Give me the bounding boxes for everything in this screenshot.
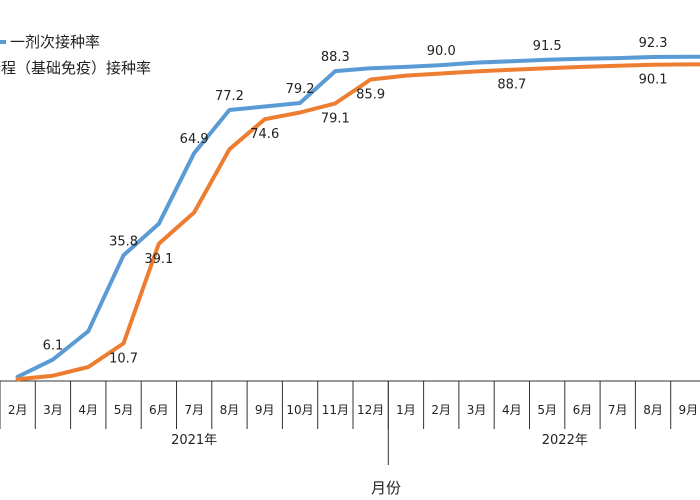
data-labels: 6.1 35.8 64.9 77.2 79.2 88.3 90.0 91.5 92.3 10.7 3… [43, 36, 668, 366]
data-label: 88.3 [321, 50, 350, 65]
x-tick-label: 6月 [149, 403, 169, 417]
year-label: 2022年 [542, 433, 588, 448]
x-tick-label: 3月 [467, 403, 487, 417]
data-label: 35.8 [109, 234, 138, 249]
x-axis: 2月 3月 4月 5月 6月 7月 8月 9月 10月 11月 12月 1月 2月 3月 4月 5月 6月 7月 8… [0, 380, 700, 465]
x-tick-label: 5月 [114, 403, 134, 417]
data-label: 90.0 [427, 44, 456, 59]
year-label: 2021年 [171, 433, 217, 448]
x-tick-label: 8月 [643, 403, 663, 417]
x-tick-label: 9月 [255, 403, 275, 417]
x-axis-title: 月份 [371, 479, 401, 497]
x-tick-label: 4月 [502, 403, 522, 417]
x-tick-label: 7月 [184, 403, 204, 417]
data-label: 64.9 [180, 132, 209, 147]
data-label: 88.7 [497, 78, 526, 93]
x-tick-label: 12月 [357, 403, 384, 417]
x-tick-label: 3月 [43, 403, 63, 417]
data-label: 39.1 [144, 252, 173, 267]
x-tick-label: 2月 [431, 403, 451, 417]
series-line-first-dose [15, 54, 700, 379]
x-tick-label: 9月 [679, 403, 699, 417]
legend-label-full-course: 全程（基础免疫）接种率 [0, 59, 151, 77]
data-label: 91.5 [533, 39, 562, 54]
data-label: 92.3 [639, 36, 668, 51]
x-tick-label: 2月 [8, 403, 28, 417]
data-label: 10.7 [109, 351, 138, 366]
data-label: 6.1 [43, 339, 64, 354]
x-tick-label: 10月 [286, 403, 313, 417]
series-line-full-course [15, 62, 700, 382]
x-tick-label: 11月 [322, 403, 349, 417]
data-label: 79.2 [286, 82, 315, 97]
legend-label-first-dose: 一剂次接种率 [10, 33, 100, 51]
data-label: 90.1 [639, 73, 668, 88]
series-lines [15, 54, 700, 382]
data-label: 74.6 [250, 127, 279, 142]
x-tick-label: 1月 [396, 403, 416, 417]
x-tick-label: 5月 [537, 403, 557, 417]
x-tick-label: 8月 [220, 403, 240, 417]
data-label: 85.9 [356, 87, 385, 102]
legend: 一剂次接种率 全程（基础免疫）接种率 [0, 33, 151, 77]
x-tick-label: 6月 [573, 403, 593, 417]
x-tick-label: 4月 [78, 403, 98, 417]
x-tick-label: 7月 [608, 403, 628, 417]
data-label: 77.2 [215, 89, 244, 104]
data-label: 79.1 [321, 111, 350, 126]
